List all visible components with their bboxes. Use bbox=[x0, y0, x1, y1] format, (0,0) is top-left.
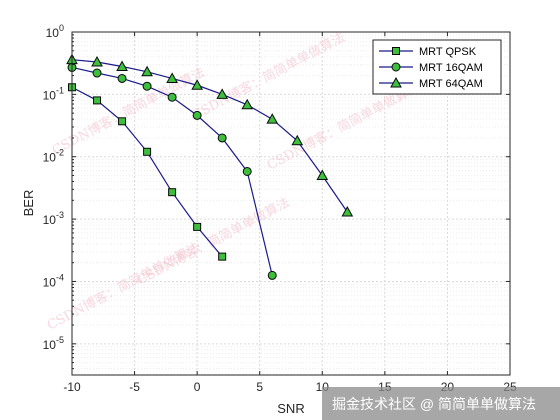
y-tick-label: 10-4 bbox=[43, 272, 64, 289]
legend: MRT QPSK MRT 16QAM MRT 64QAM bbox=[372, 39, 502, 95]
legend-entry: MRT 64QAM bbox=[379, 76, 483, 90]
legend-marker bbox=[391, 62, 401, 72]
legend-label: MRT QPSK bbox=[419, 46, 477, 58]
data-point bbox=[291, 134, 304, 146]
y-axis-ticks: 10-5 10-4 10-3 10-2 10-1 100 bbox=[43, 23, 510, 370]
data-point bbox=[266, 113, 279, 124]
data-point bbox=[117, 73, 127, 83]
y-tick-label: 100 bbox=[46, 23, 64, 40]
data-point bbox=[91, 55, 103, 67]
data-point bbox=[193, 222, 202, 231]
x-tick-label: 0 bbox=[194, 380, 201, 394]
data-point bbox=[166, 72, 178, 83]
data-point bbox=[217, 133, 227, 143]
axes-box bbox=[71, 31, 511, 376]
series-triangle bbox=[66, 53, 354, 217]
y-tick-label: 10-2 bbox=[43, 148, 64, 165]
data-point bbox=[167, 92, 177, 102]
data-point bbox=[118, 117, 127, 126]
data-point bbox=[191, 79, 203, 90]
credit-text: 掘金技术社区 @ 简简单单做算法 bbox=[332, 396, 536, 412]
y-tick-label: 10-3 bbox=[43, 210, 64, 227]
x-tick-label: 5 bbox=[256, 380, 263, 394]
data-point bbox=[143, 147, 152, 156]
series-circle bbox=[67, 62, 277, 280]
x-tick-label: -10 bbox=[63, 380, 81, 394]
data-point bbox=[241, 98, 254, 110]
minor-grid bbox=[72, 34, 510, 370]
data-point bbox=[92, 68, 102, 78]
series-line bbox=[71, 59, 348, 213]
y-axis-label: BER bbox=[21, 190, 36, 217]
y-tick-label: 10-1 bbox=[43, 85, 64, 102]
y-tick-label: 10-5 bbox=[43, 335, 64, 352]
data-point bbox=[218, 252, 227, 261]
x-axis-label: SNR bbox=[277, 401, 304, 416]
data-point bbox=[116, 60, 128, 71]
legend-label: MRT 16QAM bbox=[419, 62, 483, 74]
data-point bbox=[242, 166, 252, 176]
data-point bbox=[216, 88, 229, 99]
data-point bbox=[341, 205, 354, 217]
data-point bbox=[141, 65, 153, 77]
legend-marker bbox=[390, 76, 402, 88]
legend-entry: MRT QPSK bbox=[379, 46, 477, 58]
data-point bbox=[267, 270, 277, 280]
credit-banner: 掘金技术社区 @ 简简单单做算法 bbox=[322, 387, 560, 420]
data-point bbox=[142, 81, 152, 91]
data-point bbox=[93, 96, 102, 105]
data-point bbox=[168, 188, 177, 197]
legend-marker bbox=[392, 47, 400, 55]
data-point bbox=[316, 169, 329, 181]
x-tick-label: -5 bbox=[129, 380, 140, 394]
legend-label: MRT 64QAM bbox=[419, 78, 483, 90]
credit-background bbox=[322, 387, 560, 420]
legend-entry: MRT 16QAM bbox=[379, 62, 483, 74]
data-point bbox=[192, 110, 202, 120]
